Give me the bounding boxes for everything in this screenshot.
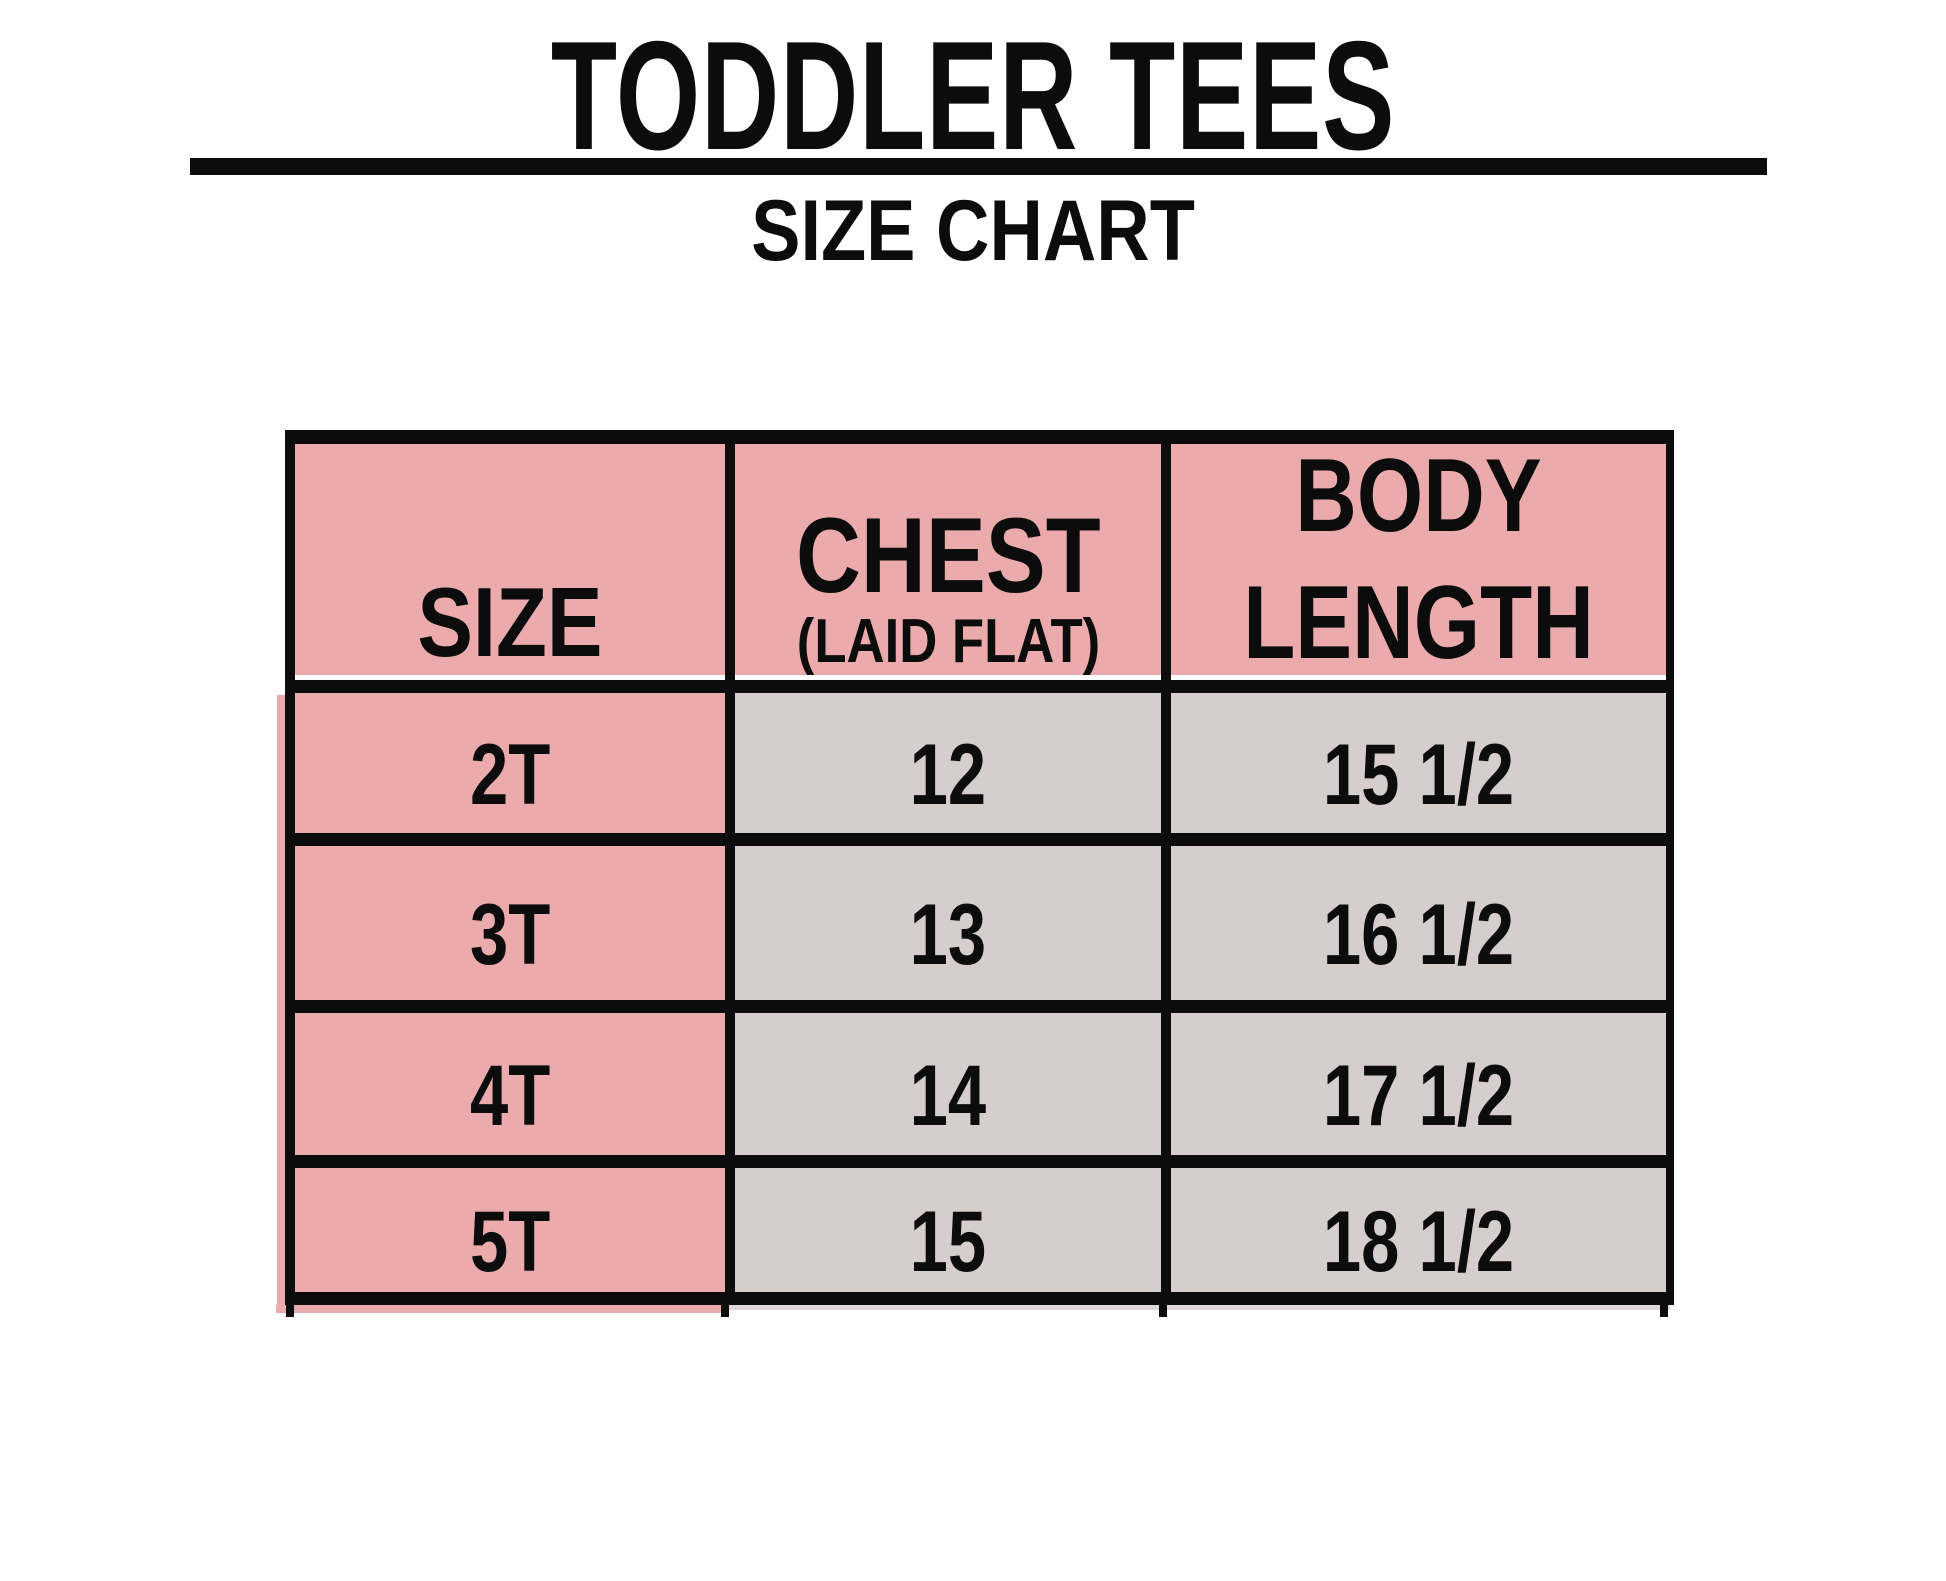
chest-cell: 13 bbox=[735, 846, 1161, 1000]
size-value: 5T bbox=[469, 1194, 551, 1290]
column-header-size: SIZE bbox=[295, 444, 725, 680]
border-stub-col2 bbox=[1159, 1305, 1167, 1317]
page-subtitle: SIZE CHART bbox=[751, 183, 1195, 279]
chest-value: 13 bbox=[909, 887, 987, 983]
chest-cell: 15 bbox=[735, 1168, 1161, 1292]
title-underline bbox=[190, 158, 1767, 175]
size-cell: 4T bbox=[295, 1013, 725, 1155]
body-length-cell: 15 1/2 bbox=[1171, 693, 1666, 833]
size-cell: 3T bbox=[295, 846, 725, 1000]
page-title: TODDLER TEES bbox=[550, 9, 1396, 182]
column-header-sublabel: (LAID FLAT) bbox=[796, 607, 1100, 676]
body-length-cell: 16 1/2 bbox=[1171, 846, 1666, 1000]
border-stub-col1 bbox=[721, 1305, 729, 1317]
chest-value: 12 bbox=[909, 727, 987, 823]
column-header-label: CHEST bbox=[795, 495, 1101, 615]
body-length-value: 17 1/2 bbox=[1322, 1048, 1515, 1144]
column-header-chest: CHEST (LAID FLAT) bbox=[735, 444, 1161, 680]
chest-value: 14 bbox=[909, 1048, 987, 1144]
column-header-label: BODY LENGTH bbox=[1243, 437, 1594, 681]
column-header-label: SIZE bbox=[417, 567, 603, 677]
chest-value: 15 bbox=[909, 1194, 987, 1290]
border-stub-right bbox=[1660, 1305, 1668, 1317]
chest-cell: 14 bbox=[735, 1013, 1161, 1155]
body-length-value: 18 1/2 bbox=[1322, 1194, 1515, 1290]
body-length-cell: 17 1/2 bbox=[1171, 1013, 1666, 1155]
bottom-edge-artifact-gray bbox=[726, 1305, 1670, 1310]
size-chart-table: SIZE CHEST (LAID FLAT) BODY LENGTH 2T 12… bbox=[285, 430, 1674, 1305]
chest-cell: 12 bbox=[735, 693, 1161, 833]
size-value: 4T bbox=[469, 1048, 551, 1144]
border-stub-left bbox=[286, 1305, 294, 1317]
size-value: 3T bbox=[469, 887, 551, 983]
body-length-value: 15 1/2 bbox=[1322, 727, 1515, 823]
size-cell: 5T bbox=[295, 1168, 725, 1292]
bottom-edge-artifact-pink bbox=[276, 1305, 726, 1313]
body-length-value: 16 1/2 bbox=[1322, 887, 1515, 983]
column-header-body-length: BODY LENGTH bbox=[1171, 438, 1666, 681]
body-length-cell: 18 1/2 bbox=[1171, 1168, 1666, 1292]
size-value: 2T bbox=[469, 727, 551, 823]
size-cell: 2T bbox=[295, 693, 725, 833]
